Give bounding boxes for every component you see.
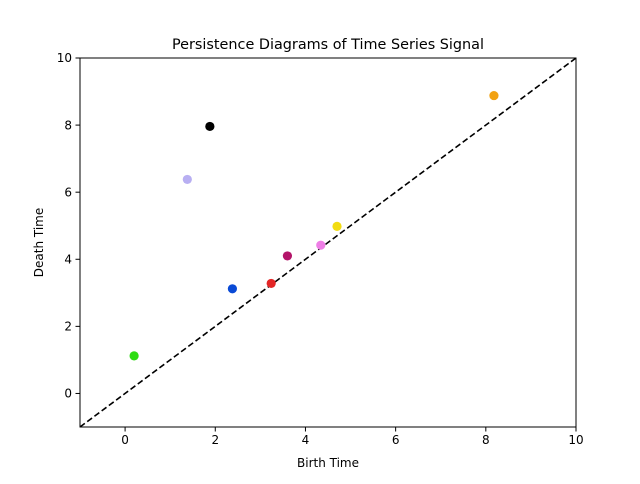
y-tick-label: 4 bbox=[64, 252, 72, 266]
x-tick-label: 8 bbox=[482, 433, 490, 447]
y-tick-label: 2 bbox=[64, 320, 72, 334]
x-tick-label: 0 bbox=[121, 433, 129, 447]
y-axis-label: Death Time bbox=[32, 208, 46, 277]
x-tick-label: 4 bbox=[302, 433, 310, 447]
data-point-3 bbox=[205, 121, 215, 132]
data-point-1 bbox=[129, 351, 139, 361]
data-point-7 bbox=[316, 240, 326, 250]
data-point-4 bbox=[227, 284, 238, 294]
data-point-8 bbox=[332, 221, 342, 231]
x-axis-label: Birth Time bbox=[297, 456, 359, 470]
y-tick-label: 0 bbox=[64, 387, 72, 401]
y-tick-label: 10 bbox=[57, 51, 72, 65]
plot-area bbox=[79, 57, 577, 428]
x-tick-label: 2 bbox=[211, 433, 219, 447]
axes-frame bbox=[79, 57, 577, 428]
chart-title: Persistence Diagrams of Time Series Sign… bbox=[172, 37, 484, 53]
y-axis-ticks: 0 2 4 6 8 10 bbox=[57, 51, 80, 401]
x-axis-ticks: 0 2 4 6 8 10 bbox=[121, 427, 584, 447]
data-point-5 bbox=[266, 278, 276, 289]
y-tick-label: 6 bbox=[64, 185, 72, 199]
data-point-2 bbox=[182, 174, 192, 185]
data-point-9 bbox=[489, 90, 499, 101]
diagonal-reference-line bbox=[79, 57, 577, 428]
x-tick-label: 10 bbox=[568, 433, 583, 447]
points-layer bbox=[129, 90, 499, 361]
data-point-6 bbox=[282, 251, 293, 261]
y-tick-label: 8 bbox=[64, 118, 72, 132]
x-tick-label: 6 bbox=[392, 433, 400, 447]
